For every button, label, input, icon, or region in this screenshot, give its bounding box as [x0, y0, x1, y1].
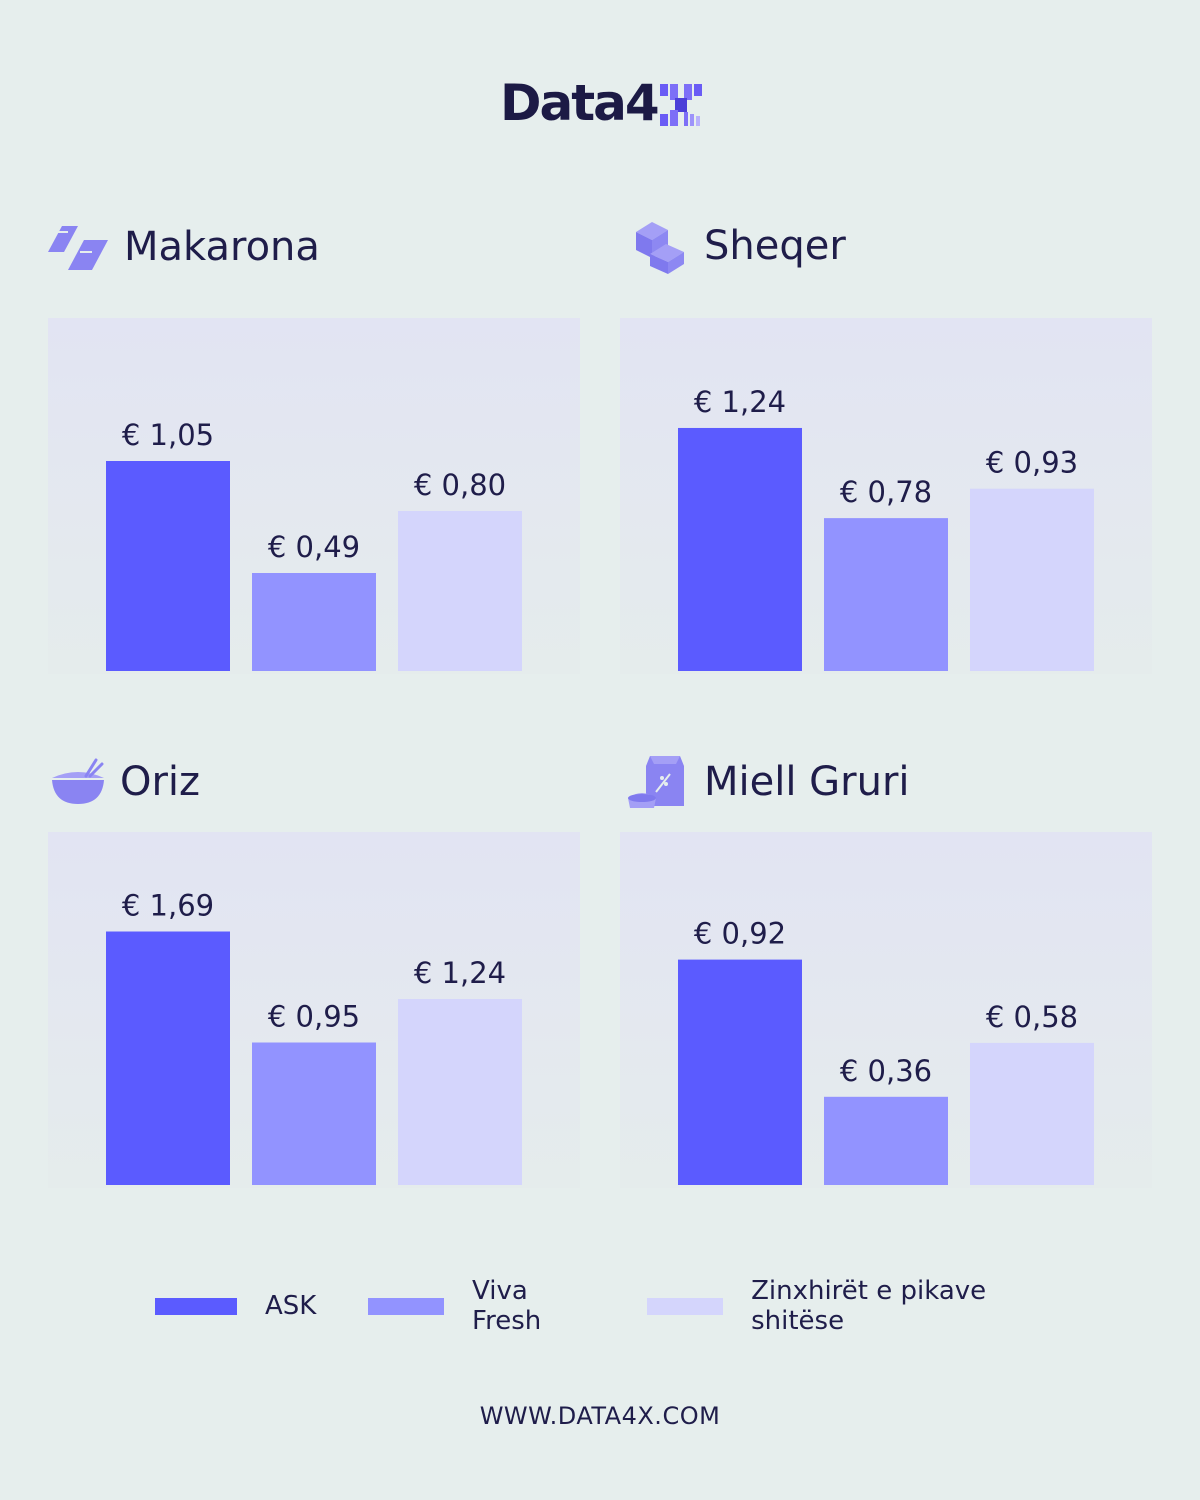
bar-ask — [678, 427, 802, 671]
title-text: Oriz — [120, 759, 201, 805]
legend-item-ask: ASK — [155, 1291, 316, 1321]
bar-value-label: € 0,92 — [694, 917, 786, 951]
chart-sheqer: € 1,24 € 0,78 € 0,93 — [620, 318, 1152, 674]
bar-viva-fresh — [824, 1096, 948, 1185]
legend-item-viva-fresh: Viva Fresh — [368, 1276, 595, 1336]
panel-title-sheqer: Sheqer — [630, 218, 846, 274]
bar-chart-svg: € 1,69 € 0,95 € 1,24 — [106, 889, 522, 1185]
chart-makarona: € 1,05 € 0,49 € 0,80 — [48, 318, 580, 674]
legend: ASK Viva Fresh Zinxhirët e pikave shitës… — [155, 1276, 1115, 1336]
brand-logo: Data4 — [500, 74, 704, 132]
chart-oriz: € 1,69 € 0,95 € 1,24 — [48, 832, 580, 1188]
legend-label: Zinxhirët e pikave shitëse — [751, 1276, 987, 1336]
logo-text: Data4 — [500, 74, 660, 132]
footer-url: WWW.DATA4X.COM — [479, 1402, 721, 1430]
panel-title-makarona: Makarona — [48, 222, 320, 272]
legend-swatch-zinxhiret — [647, 1297, 724, 1315]
bar-value-label: € 1,05 — [122, 418, 214, 452]
bar-value-label: € 0,95 — [268, 1000, 360, 1034]
flour-bag-icon — [628, 756, 684, 808]
title-text: Makarona — [124, 224, 320, 270]
bar-ask — [106, 461, 230, 671]
legend-label: Viva Fresh — [472, 1276, 542, 1336]
legend-item-zinxhiret: Zinxhirët e pikave shitëse — [647, 1276, 1063, 1336]
bar-ask — [678, 959, 802, 1185]
bar-value-label: € 0,78 — [840, 475, 932, 509]
pasta-icon — [48, 226, 108, 270]
bar-value-label: € 1,69 — [122, 889, 214, 923]
bar-value-label: € 0,36 — [840, 1054, 932, 1088]
logo-x-mark-icon — [659, 84, 702, 126]
title-text: Miell Gruri — [704, 759, 910, 805]
bar-value-label: € 0,80 — [414, 468, 506, 502]
bar-zinxhir-t-e-pikave-shit-se — [398, 511, 522, 671]
title-text: Sheqer — [704, 223, 846, 269]
bar-value-label: € 0,93 — [986, 446, 1078, 480]
bar-value-label: € 0,58 — [986, 1000, 1078, 1034]
rice-bowl-icon — [52, 758, 104, 804]
panel-title-miell-gruri: Miell Gruri — [626, 752, 910, 812]
bar-value-label: € 0,49 — [268, 530, 360, 564]
legend-swatch-ask — [155, 1297, 237, 1315]
bar-chart-svg: € 0,92 € 0,36 € 0,58 — [678, 917, 1094, 1185]
bar-ask — [106, 931, 230, 1185]
legend-swatch-viva-fresh — [368, 1297, 445, 1315]
bar-value-label: € 1,24 — [694, 385, 786, 419]
bar-zinxhir-t-e-pikave-shit-se — [970, 488, 1094, 671]
bar-viva-fresh — [252, 1042, 376, 1185]
bar-chart-svg: € 1,05 € 0,49 € 0,80 — [106, 418, 522, 671]
chart-miell-gruri: € 0,92 € 0,36 € 0,58 — [620, 832, 1152, 1188]
bar-chart-svg: € 1,24 € 0,78 € 0,93 — [678, 385, 1094, 671]
bar-viva-fresh — [252, 573, 376, 671]
panel-title-oriz: Oriz — [50, 758, 200, 806]
bar-zinxhir-t-e-pikave-shit-se — [970, 1042, 1094, 1185]
legend-label: ASK — [265, 1291, 317, 1321]
bar-value-label: € 1,24 — [414, 956, 506, 990]
bar-viva-fresh — [824, 518, 948, 671]
sugar-cubes-icon — [636, 222, 684, 274]
bar-zinxhir-t-e-pikave-shit-se — [398, 999, 522, 1185]
